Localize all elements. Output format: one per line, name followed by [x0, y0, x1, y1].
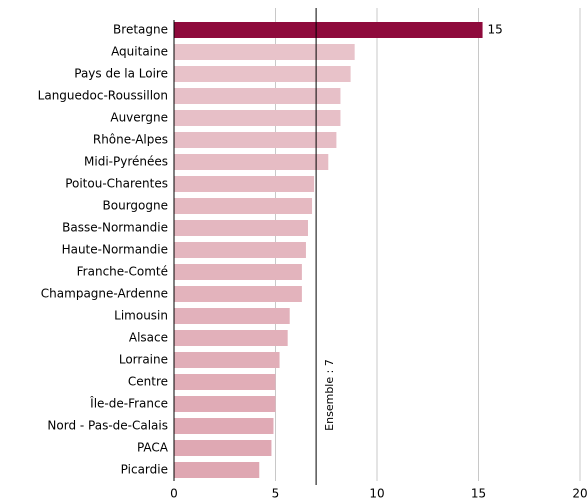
x-tick-label: 5	[272, 487, 280, 501]
bar	[174, 418, 274, 434]
bar	[174, 330, 288, 346]
bar	[174, 396, 276, 412]
bar	[174, 66, 351, 82]
bar	[174, 242, 306, 258]
x-tick-label: 0	[170, 487, 178, 501]
y-tick-label: Franche-Comté	[77, 265, 168, 279]
bar	[174, 440, 272, 456]
y-tick-label: Centre	[128, 375, 168, 389]
y-tick-label: Poitou-Charentes	[65, 177, 168, 191]
y-tick-label: Île-de-France	[89, 396, 168, 411]
y-tick-label: Midi-Pyrénées	[84, 155, 168, 169]
y-tick-label: Picardie	[121, 463, 168, 477]
y-tick-label: Basse-Normandie	[62, 221, 168, 235]
bar	[174, 154, 329, 170]
y-tick-label: PACA	[137, 441, 169, 455]
bar	[174, 264, 302, 280]
bar	[174, 176, 315, 192]
bar	[174, 286, 302, 302]
bar	[174, 352, 280, 368]
y-tick-label: Auvergne	[110, 111, 168, 125]
bar	[174, 110, 341, 126]
y-tick-label: Alsace	[129, 331, 168, 345]
bar	[174, 220, 308, 236]
x-tick-label: 20	[572, 487, 587, 501]
bar	[174, 374, 276, 390]
bar	[174, 308, 290, 324]
y-tick-label: Rhône-Alpes	[93, 133, 168, 147]
y-tick-label: Limousin	[114, 309, 168, 323]
x-tick-label: 15	[471, 487, 486, 501]
y-tick-label: Lorraine	[119, 353, 168, 367]
bar	[174, 198, 313, 214]
bar	[174, 88, 341, 104]
y-tick-label: Champagne-Ardenne	[41, 287, 168, 301]
x-tick-label: 10	[369, 487, 384, 501]
reference-label: Ensemble : 7	[323, 359, 336, 431]
y-tick-label: Bretagne	[113, 23, 168, 37]
y-tick-label: Nord - Pas-de-Calais	[47, 419, 168, 433]
y-tick-label: Pays de la Loire	[74, 67, 168, 81]
bar	[174, 44, 355, 60]
y-tick-label: Aquitaine	[111, 45, 168, 59]
y-tick-label: Languedoc-Roussillon	[38, 89, 168, 103]
bar	[174, 462, 260, 478]
bar	[174, 132, 337, 148]
bar	[174, 22, 483, 38]
y-tick-label: Haute-Normandie	[62, 243, 168, 257]
y-tick-label: Bourgogne	[103, 199, 168, 213]
value-label: 15	[488, 23, 503, 37]
